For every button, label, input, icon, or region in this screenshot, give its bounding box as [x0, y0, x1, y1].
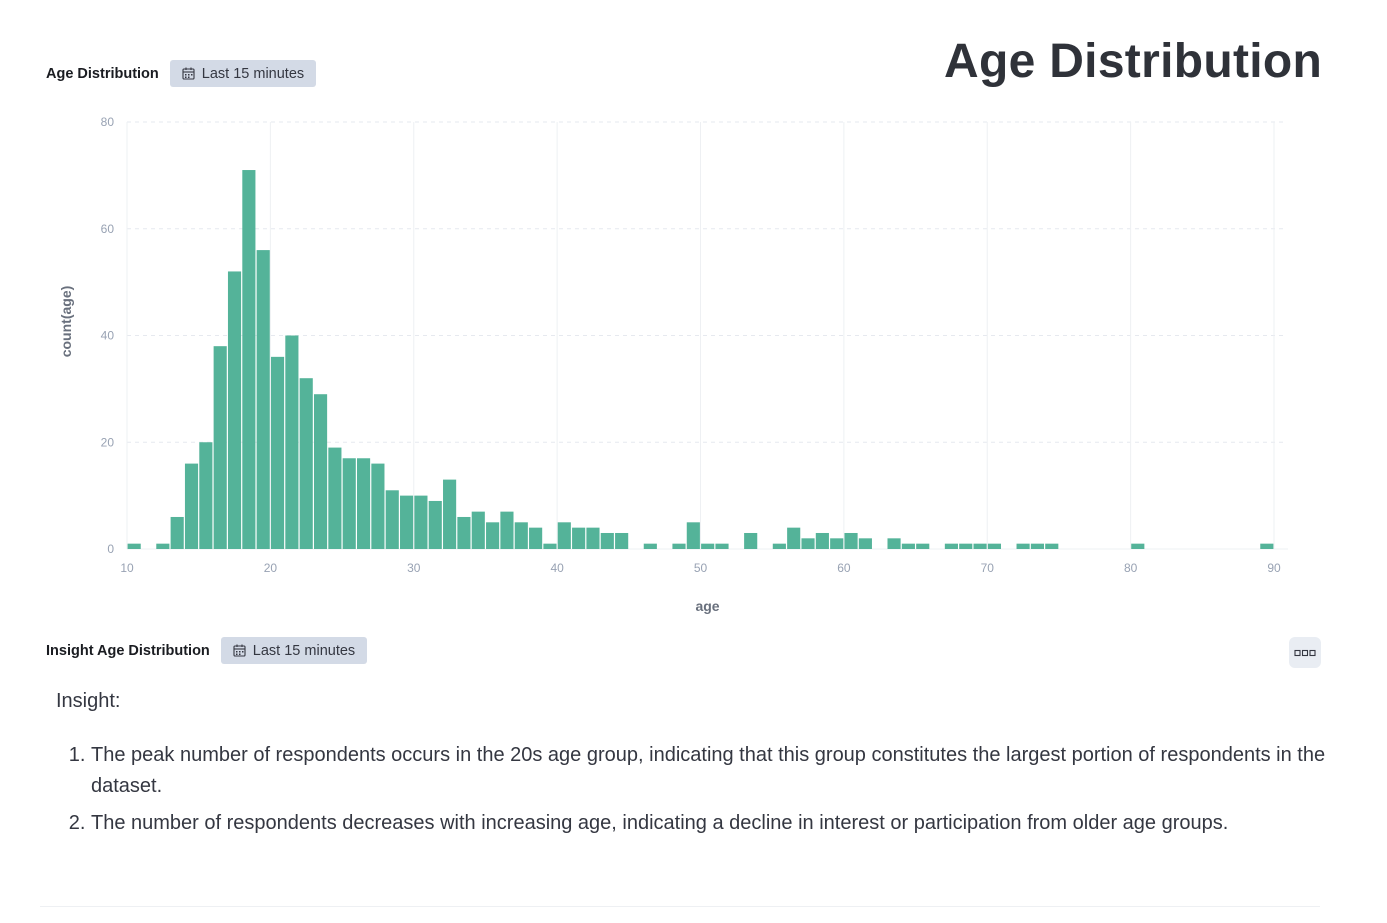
histogram-bar [643, 543, 657, 549]
histogram-bar [1131, 543, 1145, 549]
histogram-bar [242, 170, 256, 549]
histogram-bar [1260, 543, 1274, 549]
histogram-bar [256, 250, 270, 549]
histogram-bar [227, 271, 242, 549]
histogram-bar [500, 511, 514, 549]
histogram-bar [529, 527, 543, 549]
histogram-bar [471, 511, 485, 549]
histogram-bar [858, 538, 872, 549]
histogram-bar [400, 495, 414, 549]
y-tick-label: 0 [107, 542, 114, 556]
panel-divider [40, 906, 1320, 907]
x-tick-label: 40 [550, 561, 564, 575]
histogram-bar [328, 447, 342, 549]
chart-panel-header: Age Distribution Last 15 minutes [46, 60, 317, 87]
histogram-bar [959, 543, 973, 549]
calendar-icon [182, 67, 195, 80]
histogram-bar [772, 543, 786, 549]
histogram-bar [701, 543, 715, 549]
x-tick-label: 10 [120, 561, 134, 575]
histogram-bar [801, 538, 815, 549]
x-tick-label: 60 [837, 561, 851, 575]
x-axis-title: age [695, 598, 719, 614]
histogram-bar [887, 538, 901, 549]
histogram-bar [156, 543, 170, 549]
insight-heading: Insight: [56, 690, 121, 712]
y-tick-label: 80 [101, 115, 115, 129]
histogram-bar [1016, 543, 1030, 549]
y-tick-label: 40 [101, 329, 115, 343]
histogram-bar [987, 543, 1001, 549]
y-axis-title: count(age) [58, 286, 74, 358]
page-title: Age Distribution [944, 35, 1323, 88]
histogram-bar [342, 458, 356, 549]
insight-item: The peak number of respondents occurs in… [91, 740, 1326, 802]
histogram-bar [672, 543, 686, 549]
histogram-bar [285, 335, 299, 549]
histogram-bar [1030, 543, 1044, 549]
chart-time-range-badge[interactable]: Last 15 minutes [169, 60, 317, 87]
x-tick-label: 90 [1267, 561, 1281, 575]
x-tick-label: 50 [694, 561, 708, 575]
histogram-bar [901, 543, 915, 549]
histogram-bar [557, 522, 571, 549]
histogram-bar [815, 532, 829, 549]
histogram-bar [543, 543, 557, 549]
histogram-bar [715, 543, 729, 549]
histogram-bar [572, 527, 586, 549]
histogram-bar [744, 532, 758, 549]
histogram-bar [830, 538, 844, 549]
histogram-bar [1045, 543, 1059, 549]
histogram-bar [443, 479, 457, 549]
age-histogram: 0 20 40 60 80 10 20 30 40 50 60 70 80 90 age count(age) [58, 115, 1288, 614]
insight-list: The peak number of respondents occurs in… [56, 740, 1326, 845]
histogram-bar [127, 543, 141, 549]
insight-time-range-badge[interactable]: Last 15 minutes [220, 637, 368, 664]
histogram-bar [428, 500, 442, 549]
histogram-bar [944, 543, 958, 549]
histogram-bar [213, 346, 227, 549]
histogram-bar [586, 527, 600, 549]
histogram-bar [385, 490, 399, 549]
histogram-bar [486, 522, 500, 549]
histogram-bar [844, 532, 858, 549]
chart-time-range-label: Last 15 minutes [201, 65, 305, 82]
histogram-bar [414, 495, 428, 549]
x-tick-label: 80 [1124, 561, 1138, 575]
histogram-bar [916, 543, 930, 549]
y-tick-label: 20 [101, 435, 115, 449]
histogram-bar [457, 516, 471, 549]
histogram-bar [514, 522, 528, 549]
y-tick-label: 60 [101, 222, 115, 236]
calendar-icon [233, 644, 246, 657]
x-tick-label: 30 [407, 561, 421, 575]
x-tick-label: 20 [264, 561, 278, 575]
histogram-bar [270, 356, 285, 549]
histogram-bar [299, 378, 313, 549]
insight-time-range-label: Last 15 minutes [252, 642, 356, 659]
histogram-bar [973, 543, 987, 549]
histogram-bar [357, 458, 371, 549]
x-tick-label: 70 [981, 561, 995, 575]
histogram-bar [686, 522, 700, 549]
histogram-bar [615, 532, 629, 549]
insight-panel-header: Insight Age Distribution Last 15 minutes [46, 637, 368, 664]
insight-panel-title: Insight Age Distribution [46, 642, 210, 659]
histogram-bar [600, 532, 614, 549]
panel-options-button[interactable] [1289, 637, 1321, 668]
histogram-bar [199, 442, 213, 549]
histogram-bar [184, 463, 199, 549]
histogram-bar [371, 463, 385, 549]
histogram-bar [787, 527, 801, 549]
histogram-bar [313, 394, 328, 549]
insight-item: The number of respondents decreases with… [91, 808, 1326, 839]
more-options-icon [1294, 649, 1316, 656]
histogram-bar [170, 516, 184, 549]
chart-panel-title: Age Distribution [46, 65, 159, 82]
